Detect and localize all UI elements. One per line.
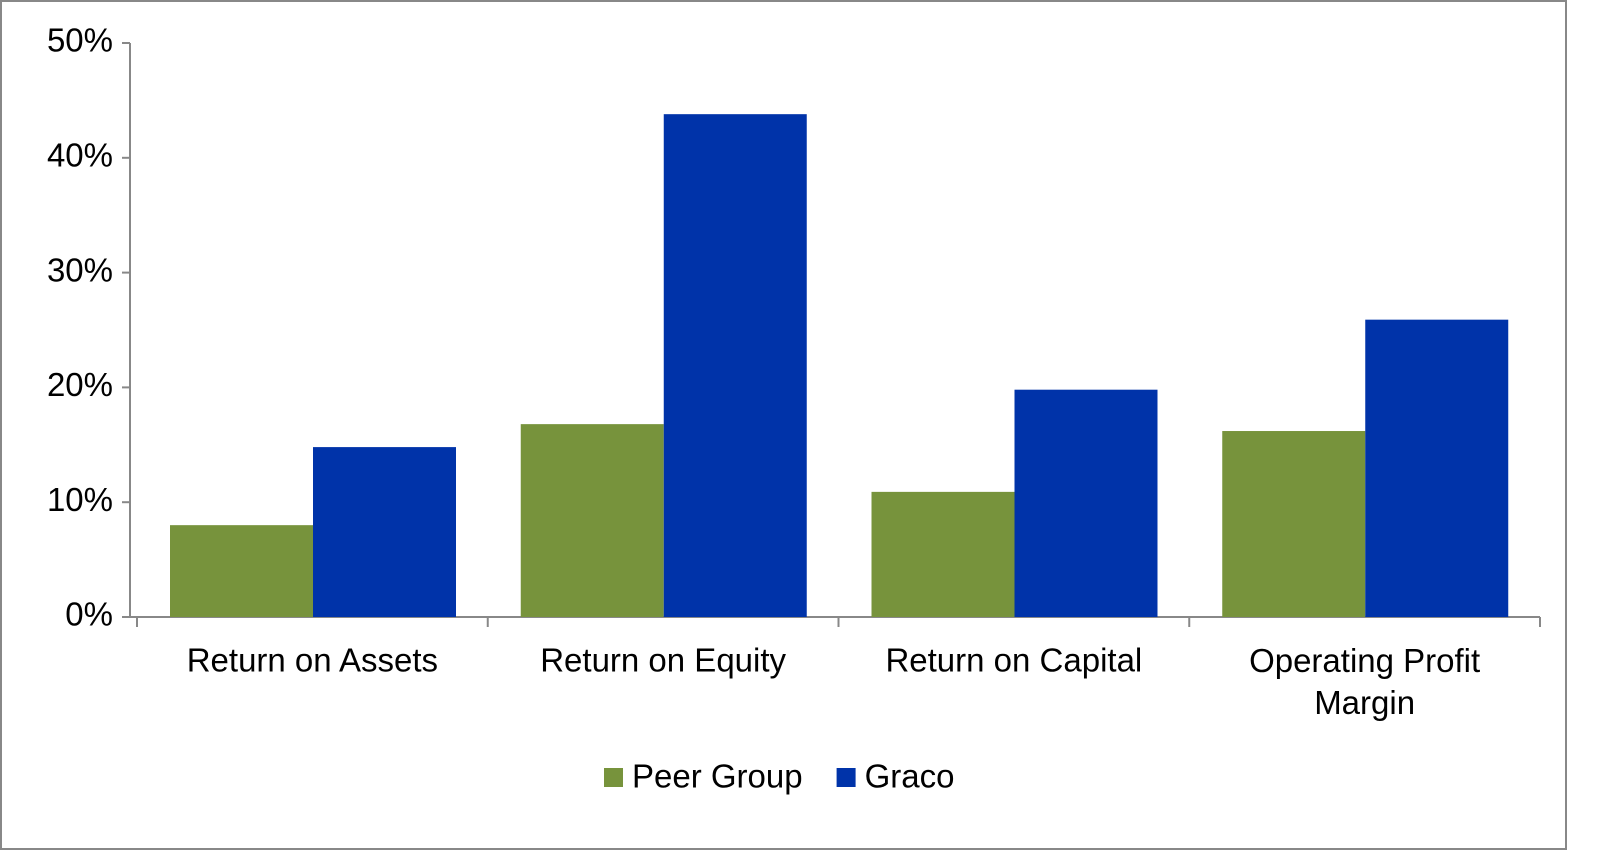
legend-swatch (836, 768, 856, 787)
bar (170, 525, 313, 617)
legend-swatch (604, 768, 623, 787)
bar (1365, 319, 1509, 617)
bar (1014, 389, 1158, 617)
bar (663, 114, 807, 618)
y-tick-label: 0% (65, 596, 113, 633)
y-tick-label: 30% (47, 251, 113, 288)
bar (871, 491, 1015, 617)
legend-label: Peer Group (632, 758, 803, 795)
bar (313, 447, 456, 617)
x-tick-label: Operating Profit Margin (1249, 642, 1480, 721)
bar (520, 424, 664, 617)
legend-label: Graco (865, 758, 955, 795)
y-tick-label: 50% (47, 22, 113, 59)
y-tick-label: 20% (47, 366, 113, 403)
y-tick-label: 10% (47, 481, 113, 518)
x-tick-label: Return on Capital (885, 642, 1142, 679)
bar (1222, 431, 1366, 617)
x-tick-label: Return on Assets (187, 642, 438, 679)
y-tick-label: 40% (47, 137, 113, 174)
x-tick-label: Return on Equity (540, 642, 786, 679)
